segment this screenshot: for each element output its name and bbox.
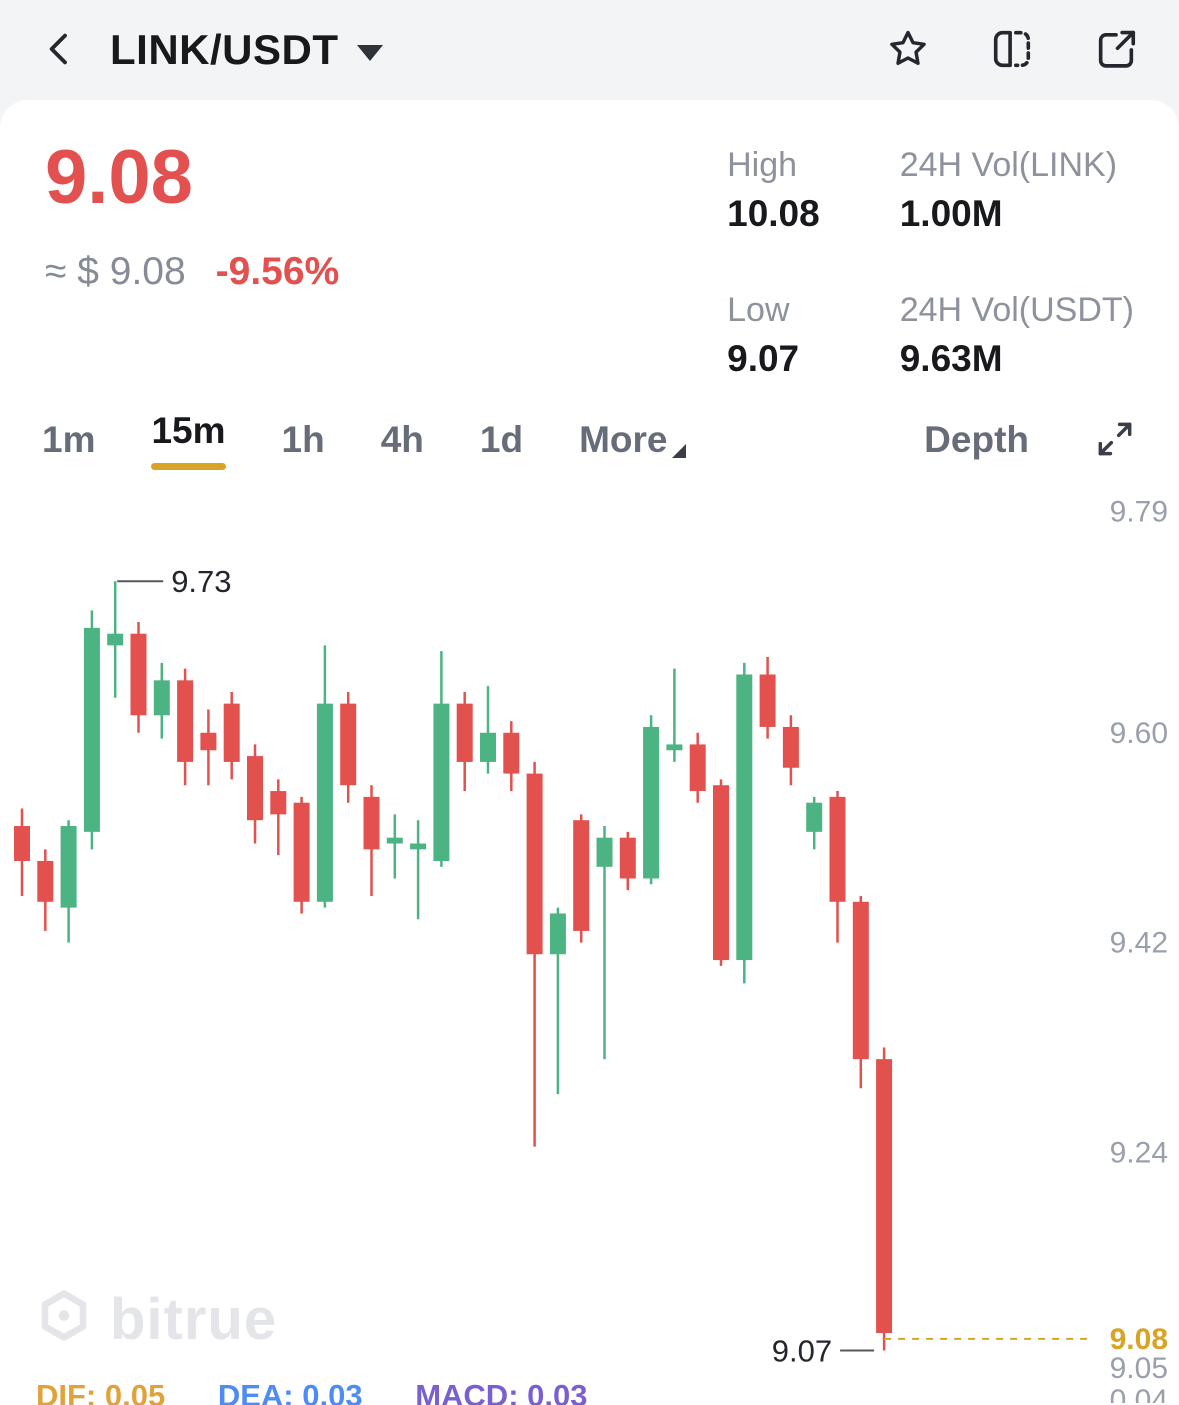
svg-text:0.04: 0.04 — [1110, 1384, 1168, 1403]
price-change-percent: -9.56% — [215, 250, 340, 293]
svg-text:9.42: 9.42 — [1110, 927, 1168, 960]
dif-value: DIF: 0.05 — [36, 1378, 166, 1405]
svg-text:9.05: 9.05 — [1110, 1352, 1168, 1385]
stat-label: 24H Vol(USDT) — [899, 291, 1134, 329]
stat-vol-usdt: 24H Vol(USDT) 9.63M — [900, 291, 1134, 392]
more-corner-icon — [671, 444, 686, 458]
tab-depth[interactable]: Depth — [924, 419, 1029, 460]
bitrue-logo-icon — [34, 1287, 94, 1352]
stat-value: 10.08 — [727, 193, 820, 234]
pair-dropdown-icon[interactable] — [356, 45, 383, 61]
svg-text:9.79: 9.79 — [1110, 495, 1168, 528]
stat-vol-link: 24H Vol(LINK) 1.00M — [900, 146, 1134, 247]
stat-high: High 10.08 — [727, 146, 820, 247]
pair-title[interactable]: LINK/USDT — [110, 26, 339, 73]
back-chevron-icon — [40, 29, 80, 72]
svg-text:9.07: 9.07 — [772, 1334, 832, 1369]
stat-value: 9.63M — [899, 338, 1003, 379]
star-icon — [885, 26, 931, 75]
back-button[interactable] — [40, 29, 80, 72]
candlestick-chart[interactable]: 9.79 9.60 9.42 9.24 9.089.050.04 9.73 9.07 — [0, 488, 1179, 1403]
stat-label: 24H Vol(LINK) — [899, 146, 1118, 184]
tab-1h[interactable]: 1h — [281, 419, 325, 460]
stat-low: Low 9.07 — [727, 291, 820, 392]
market-stats: High 10.08 24H Vol(LINK) 1.00M Low 9.07 … — [727, 140, 1134, 392]
tab-15m[interactable]: 15m — [151, 410, 225, 470]
stat-value: 9.07 — [727, 338, 800, 379]
top-bar: LINK/USDT — [0, 0, 1179, 100]
stat-label: Low — [727, 291, 790, 329]
share-icon — [1093, 26, 1139, 75]
tab-1m[interactable]: 1m — [42, 419, 96, 460]
expand-icon — [1093, 417, 1137, 464]
tab-1d[interactable]: 1d — [479, 419, 524, 460]
ticker-section: 9.08 ≈ $ 9.08 -9.56% High 10.08 24H Vol(… — [0, 100, 1179, 392]
bitrue-watermark: bitrue — [34, 1286, 277, 1353]
last-price: 9.08 — [45, 135, 193, 220]
market-card: 9.08 ≈ $ 9.08 -9.56% High 10.08 24H Vol(… — [0, 100, 1179, 1405]
interval-tab-bar: 1m 15m 1h 4h 1d More Depth — [0, 392, 1179, 488]
stat-label: High — [727, 146, 798, 184]
tab-4h[interactable]: 4h — [380, 419, 424, 460]
split-view-button[interactable] — [989, 26, 1035, 75]
tab-more[interactable]: More — [579, 419, 686, 461]
price-block: 9.08 ≈ $ 9.08 -9.56% — [45, 140, 339, 392]
fiat-price: ≈ $ 9.08 — [45, 250, 186, 293]
share-button[interactable] — [1093, 26, 1139, 75]
svg-text:9.08: 9.08 — [1110, 1323, 1168, 1356]
stat-value: 1.00M — [899, 193, 1003, 234]
bitrue-wordmark: bitrue — [110, 1287, 278, 1352]
favorite-button[interactable] — [885, 26, 931, 75]
macd-indicator-row: DIF: 0.05 DEA: 0.03 MACD: 0.03 — [36, 1378, 631, 1405]
svg-text:9.24: 9.24 — [1110, 1136, 1168, 1169]
macd-value: MACD: 0.03 — [415, 1378, 588, 1405]
svg-text:9.60: 9.60 — [1110, 717, 1168, 750]
svg-text:9.73: 9.73 — [171, 564, 231, 599]
more-label: More — [579, 419, 668, 460]
chart-area: bitrue 9.79 9.60 9.42 9.24 9.08 9.05 0.04 9.73 9… — [0, 488, 1179, 1405]
dea-value: DEA: 0.03 — [217, 1378, 363, 1405]
split-view-icon — [989, 26, 1035, 75]
fullscreen-button[interactable] — [1093, 417, 1137, 464]
